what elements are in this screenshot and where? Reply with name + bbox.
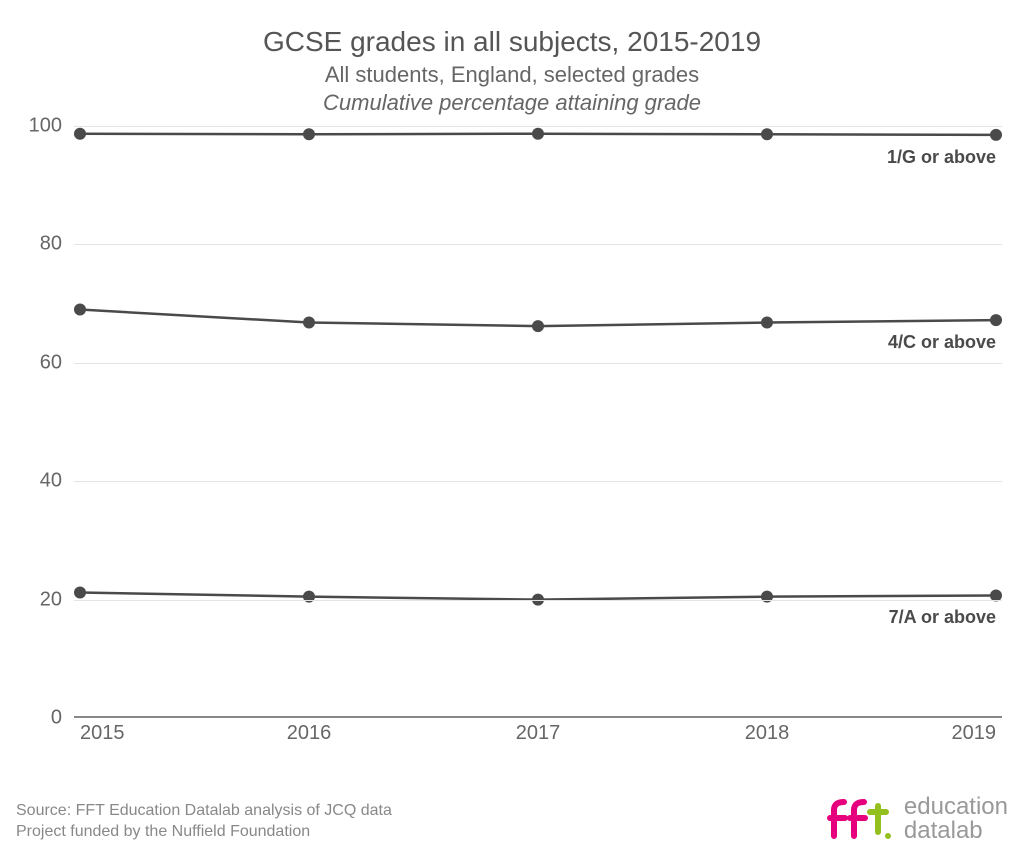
- series-point: [74, 128, 86, 140]
- series-label: 7/A or above: [889, 607, 996, 628]
- logo-text-bottom: datalab: [904, 819, 1008, 843]
- footer-logo: education datalab: [826, 795, 1008, 843]
- x-tick-label: 2016: [287, 722, 332, 745]
- chart-svg: [74, 126, 1002, 716]
- x-tick-label: 2019: [952, 722, 997, 745]
- series-point: [74, 304, 86, 316]
- series-point: [303, 591, 315, 603]
- series-point: [303, 317, 315, 329]
- plot-area: 020406080100 1/G or above4/C or above7/A…: [22, 126, 1002, 746]
- series-point: [532, 320, 544, 332]
- series-point: [990, 129, 1002, 141]
- series-point: [532, 128, 544, 140]
- series-point: [761, 317, 773, 329]
- series-point: [303, 128, 315, 140]
- y-tick-label: 20: [40, 588, 62, 611]
- y-tick-label: 0: [51, 707, 62, 730]
- y-tick-label: 100: [29, 115, 62, 138]
- source-line-1: Source: FFT Education Datalab analysis o…: [16, 800, 392, 822]
- series-point: [761, 591, 773, 603]
- source-line-2: Project funded by the Nuffield Foundatio…: [16, 821, 392, 843]
- fft-logo-icon: [826, 796, 896, 842]
- x-tick-label: 2018: [745, 722, 790, 745]
- gridline: [74, 481, 1002, 482]
- footer-source: Source: FFT Education Datalab analysis o…: [16, 800, 392, 843]
- series-point: [74, 586, 86, 598]
- gridline: [74, 126, 1002, 127]
- series-label: 1/G or above: [887, 147, 996, 168]
- y-tick-label: 80: [40, 233, 62, 256]
- series-point: [761, 128, 773, 140]
- x-tick-label: 2017: [516, 722, 561, 745]
- y-tick-label: 60: [40, 351, 62, 374]
- gridline: [74, 244, 1002, 245]
- gridline: [74, 600, 1002, 601]
- chart-subtitle: All students, England, selected grades: [12, 62, 1012, 88]
- series-point: [990, 314, 1002, 326]
- series-label: 4/C or above: [888, 332, 996, 353]
- logo-text-top: education: [904, 795, 1008, 819]
- gridline: [74, 363, 1002, 364]
- plot: 1/G or above 4/C or above 7/A or above: [74, 126, 1002, 718]
- footer: Source: FFT Education Datalab analysis o…: [16, 795, 1008, 843]
- y-axis: 020406080100: [22, 126, 70, 746]
- chart-subtitle-italic: Cumulative percentage attaining grade: [12, 90, 1012, 116]
- chart-title: GCSE grades in all subjects, 2015-2019: [12, 26, 1012, 58]
- x-tick-label: 2015: [80, 722, 125, 745]
- y-tick-label: 40: [40, 470, 62, 493]
- logo-text: education datalab: [904, 795, 1008, 843]
- x-axis: 2015 2016 2017 2018 2019: [74, 720, 1002, 746]
- chart-container: GCSE grades in all subjects, 2015-2019 A…: [0, 0, 1024, 853]
